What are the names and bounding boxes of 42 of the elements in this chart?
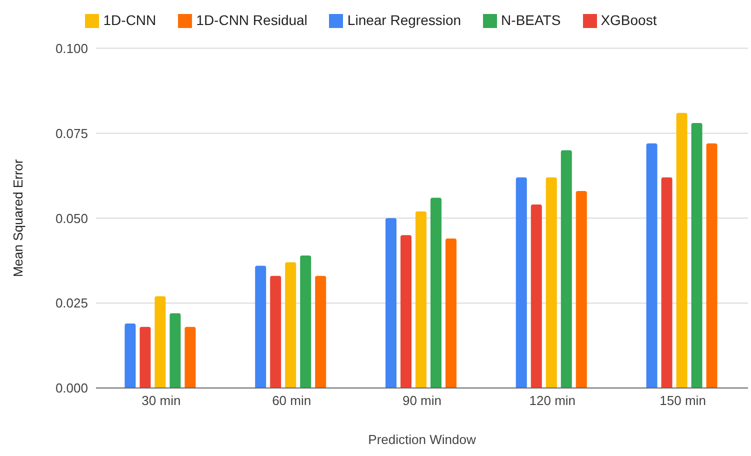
y-tick-label: 0.100: [55, 40, 88, 56]
bar: [170, 313, 181, 388]
bar: [445, 238, 456, 388]
bar: [184, 326, 196, 388]
bar: [385, 218, 396, 388]
legend-label: 1D-CNN: [103, 12, 156, 28]
bar: [546, 177, 557, 388]
bar: [400, 235, 412, 388]
bar: [661, 177, 672, 388]
bar: [676, 112, 688, 388]
x-tick-label: 150 min: [660, 393, 706, 408]
legend-label: Linear Regression: [347, 12, 462, 28]
bar: [270, 276, 282, 388]
bar: [516, 177, 527, 388]
bar: [415, 211, 426, 388]
y-tick-label: 0.025: [55, 296, 88, 311]
bar: [576, 190, 587, 388]
bar: [124, 323, 136, 388]
bar: [255, 266, 266, 388]
bar: [691, 123, 702, 388]
bar: [315, 276, 326, 388]
y-tick-label: 0.075: [55, 126, 88, 141]
bar: [706, 143, 718, 388]
bar: [560, 150, 572, 388]
y-tick-label: 0.000: [55, 380, 88, 396]
x-tick-label: 90 min: [402, 393, 442, 408]
bar: [285, 262, 296, 388]
x-tick-label: 60 min: [272, 393, 312, 408]
x-tick-label: 30 min: [142, 393, 181, 408]
bar: [530, 204, 542, 388]
legend-label: 1D-CNN Residual: [196, 12, 308, 28]
bar: [646, 143, 658, 388]
bar: [300, 256, 312, 388]
y-tick-label: 0.050: [55, 210, 88, 226]
x-axis-title: Prediction Window: [368, 432, 476, 447]
legend-label: XGBoost: [600, 12, 657, 28]
legend-label: N-BEATS: [501, 12, 561, 28]
bar: [430, 198, 442, 388]
bar: [140, 326, 151, 388]
bar: [154, 296, 166, 388]
y-axis-title: Mean Squared Error: [10, 158, 26, 278]
x-tick-label: 120 min: [529, 393, 576, 408]
